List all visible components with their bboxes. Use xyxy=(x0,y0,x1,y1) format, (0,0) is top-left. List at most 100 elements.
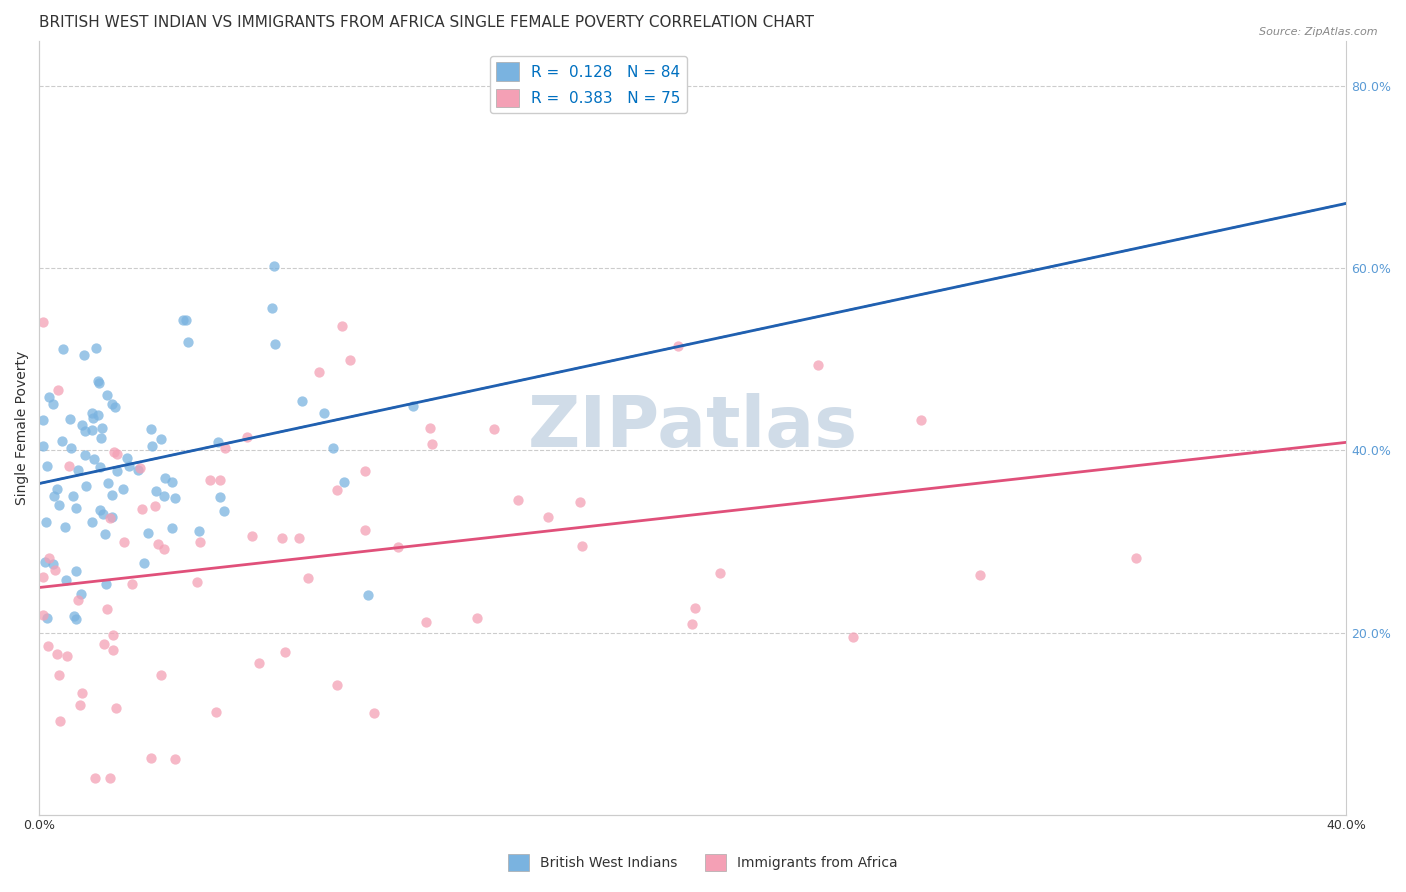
Legend: R =  0.128   N = 84, R =  0.383   N = 75: R = 0.128 N = 84, R = 0.383 N = 75 xyxy=(489,56,686,113)
Point xyxy=(91,421,114,435)
Point xyxy=(264,336,287,351)
Point xyxy=(467,611,489,625)
Point xyxy=(186,574,208,589)
Point xyxy=(354,464,377,478)
Point xyxy=(537,509,560,524)
Point xyxy=(214,504,236,518)
Point xyxy=(571,539,593,553)
Point xyxy=(37,640,59,654)
Point xyxy=(118,458,141,473)
Point xyxy=(200,473,222,487)
Point xyxy=(482,422,505,436)
Point xyxy=(208,491,231,505)
Point xyxy=(75,424,97,438)
Point xyxy=(188,535,211,549)
Point xyxy=(46,384,69,398)
Point xyxy=(42,489,65,503)
Point xyxy=(149,432,172,446)
Text: BRITISH WEST INDIAN VS IMMIGRANTS FROM AFRICA SINGLE FEMALE POVERTY CORRELATION : BRITISH WEST INDIAN VS IMMIGRANTS FROM A… xyxy=(39,15,814,30)
Point xyxy=(145,484,167,499)
Point xyxy=(69,587,91,601)
Point xyxy=(38,390,60,404)
Point xyxy=(67,592,90,607)
Point xyxy=(165,752,187,766)
Point xyxy=(65,612,87,626)
Point xyxy=(86,374,108,388)
Point xyxy=(84,341,107,355)
Point xyxy=(139,751,162,765)
Point xyxy=(49,714,72,728)
Point xyxy=(87,408,110,422)
Point xyxy=(506,492,529,507)
Point xyxy=(204,705,226,719)
Point xyxy=(83,451,105,466)
Point xyxy=(101,397,124,411)
Point xyxy=(136,525,159,540)
Point xyxy=(153,489,176,503)
Point xyxy=(236,430,259,444)
Point xyxy=(111,482,134,496)
Point xyxy=(62,489,84,503)
Point xyxy=(363,706,385,721)
Point xyxy=(402,399,425,413)
Point xyxy=(160,475,183,490)
Point xyxy=(117,451,139,466)
Point xyxy=(83,771,105,785)
Point xyxy=(66,463,89,477)
Point xyxy=(73,449,96,463)
Point xyxy=(75,479,97,493)
Point xyxy=(165,491,187,505)
Point xyxy=(121,577,143,591)
Point xyxy=(322,441,344,455)
Point xyxy=(333,475,356,490)
Point xyxy=(96,602,118,616)
Point xyxy=(42,397,65,411)
Point xyxy=(48,668,70,682)
Point xyxy=(91,507,114,521)
Point xyxy=(683,601,706,615)
Point xyxy=(419,420,441,434)
Point xyxy=(842,631,865,645)
Point xyxy=(103,445,125,459)
Point xyxy=(63,608,86,623)
Point xyxy=(104,401,127,415)
Point xyxy=(353,523,375,537)
Point xyxy=(37,458,59,473)
Point xyxy=(330,318,353,333)
Point xyxy=(82,410,104,425)
Point xyxy=(240,529,263,543)
Point xyxy=(308,365,330,379)
Point xyxy=(139,422,162,436)
Point xyxy=(155,471,177,485)
Point xyxy=(910,412,932,426)
Point xyxy=(101,487,124,501)
Point xyxy=(387,540,409,554)
Point xyxy=(104,700,127,714)
Point xyxy=(160,521,183,535)
Point xyxy=(709,566,731,581)
Point xyxy=(270,531,292,545)
Point xyxy=(58,458,80,473)
Point xyxy=(31,314,53,328)
Point xyxy=(44,563,66,577)
Point xyxy=(72,686,94,700)
Point xyxy=(55,573,77,587)
Point xyxy=(52,343,75,357)
Point xyxy=(188,524,211,539)
Point xyxy=(291,393,314,408)
Point xyxy=(80,423,103,437)
Point xyxy=(214,441,236,455)
Point xyxy=(73,348,96,362)
Point xyxy=(131,502,153,516)
Point xyxy=(97,476,120,491)
Point xyxy=(357,588,380,602)
Point xyxy=(422,437,444,451)
Text: ZIPatlas: ZIPatlas xyxy=(527,393,858,462)
Point xyxy=(93,527,115,541)
Point xyxy=(48,498,70,512)
Point xyxy=(141,438,163,452)
Point xyxy=(69,698,91,713)
Point xyxy=(90,431,112,445)
Point xyxy=(46,648,69,662)
Point xyxy=(98,510,121,524)
